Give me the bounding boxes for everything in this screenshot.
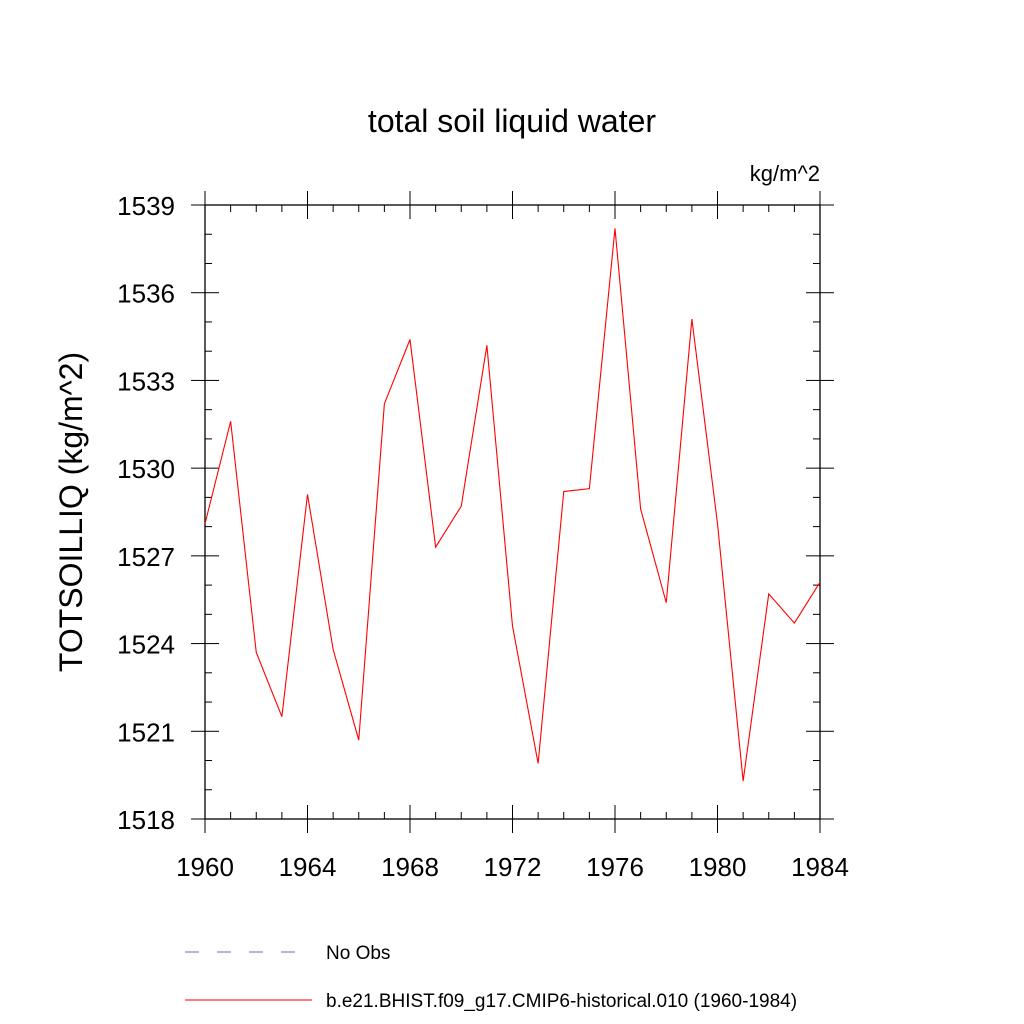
x-tick-label: 1968 [381,852,439,882]
x-tick-label: 1980 [689,852,747,882]
series-layer [204,228,821,782]
legend-label: b.e21.BHIST.f09_g17.CMIP6-historical.010… [326,991,797,1012]
y-tick-label: 1539 [117,191,175,221]
legend-label: No Obs [326,943,390,964]
y-tick-label: 1530 [117,454,175,484]
x-tick-label: 1976 [586,852,644,882]
axis-ticks [191,191,834,833]
plot-frame [204,204,821,820]
y-tick-label: 1536 [117,279,175,309]
x-tick-label: 1984 [791,852,849,882]
y-tick-label: 1527 [117,542,175,572]
series-line [204,228,821,782]
y-tick-label: 1521 [117,717,175,747]
y-tick-label: 1524 [117,630,175,660]
units-label: kg/m^2 [750,161,820,186]
axis-tick-labels: 1960 1964 1968 1972 1976 1980 1984 1518 1521 1524… [117,191,849,882]
y-axis-label: TOTSOILLIQ (kg/m^2) [53,352,89,672]
y-tick-label: 1533 [117,366,175,396]
x-tick-label: 1964 [279,852,337,882]
x-tick-label: 1960 [176,852,234,882]
legend: No Obs b.e21.BHIST.f09_g17.CMIP6-historic… [185,943,797,1012]
y-tick-label: 1518 [117,805,175,835]
chart-title: total soil liquid water [368,103,656,139]
x-tick-label: 1972 [484,852,542,882]
